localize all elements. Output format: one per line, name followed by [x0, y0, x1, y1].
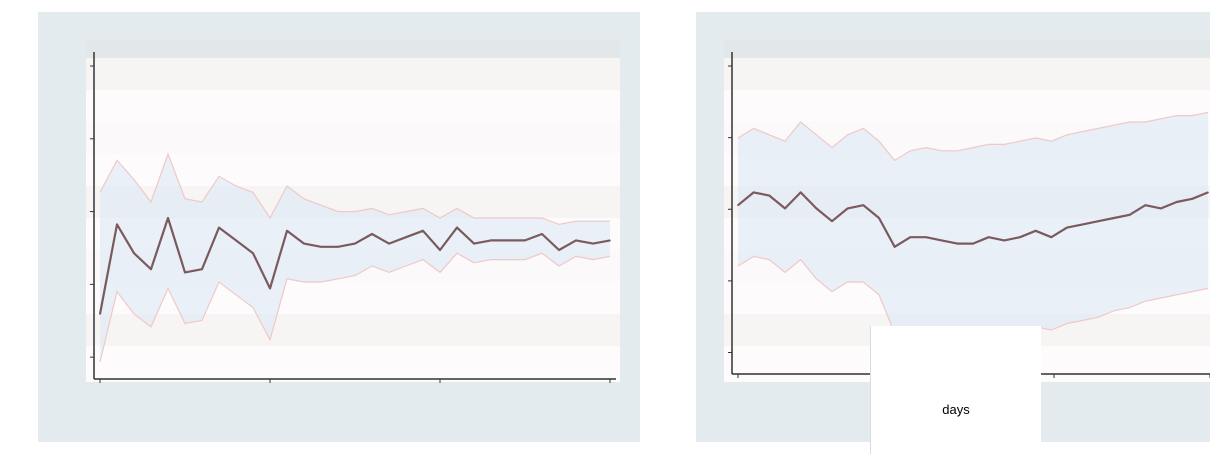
data-point [337, 246, 339, 248]
data-point [133, 252, 135, 254]
data-point [1144, 204, 1147, 206]
data-point [269, 287, 271, 290]
data-point [1207, 191, 1209, 194]
data-point [1081, 223, 1084, 226]
x-axis-label-box: days [870, 326, 1041, 454]
data-point [831, 220, 833, 222]
data-point [925, 236, 927, 238]
data-point [1175, 201, 1178, 203]
data-point [609, 239, 611, 242]
data-point [752, 191, 755, 194]
grid-band [86, 58, 620, 90]
x-axis-label: days [942, 402, 970, 417]
data-point [1050, 236, 1053, 238]
data-point [878, 217, 880, 219]
lower-bound-line [99, 252, 611, 363]
data-point [1003, 239, 1006, 242]
data-point [1097, 220, 1100, 222]
data-point [490, 239, 492, 242]
data-point [592, 242, 594, 245]
data-point [1128, 214, 1131, 216]
data-point [737, 204, 739, 206]
data-point [405, 236, 407, 238]
grid-band [86, 122, 620, 154]
data-point [972, 242, 974, 245]
data-point [524, 239, 526, 242]
grid-band [86, 314, 620, 346]
confidence-band [738, 112, 1208, 337]
data-point [940, 239, 943, 242]
data-point [987, 236, 990, 238]
data-point [473, 242, 475, 245]
data-point [909, 236, 912, 238]
upper-bound-line [737, 111, 1209, 162]
data-point [320, 246, 322, 248]
data-point [354, 242, 356, 245]
data-point [784, 207, 786, 210]
data-point [218, 226, 220, 229]
data-point [252, 252, 254, 254]
data-point [167, 217, 169, 219]
data-point [575, 239, 577, 242]
data-point [303, 242, 305, 245]
data-point [1034, 230, 1037, 232]
data-point [1113, 217, 1115, 219]
data-point [150, 268, 152, 271]
data-point [388, 242, 390, 245]
plot-header-strip [86, 40, 620, 58]
data-point [862, 204, 865, 206]
data-point [1066, 226, 1068, 229]
data-point [956, 242, 959, 245]
data-point [184, 271, 186, 274]
data-point [439, 249, 441, 251]
data-point [846, 207, 849, 210]
data-point [507, 239, 509, 242]
data-point [768, 194, 771, 197]
data-point [893, 246, 896, 248]
data-point [541, 233, 543, 235]
line-chart-left [86, 40, 620, 383]
data-point [815, 207, 818, 210]
data-point [99, 313, 101, 315]
data-point [286, 230, 288, 232]
confidence-band [100, 154, 610, 362]
data-point [799, 191, 802, 194]
data-point [201, 268, 203, 271]
data-point [116, 223, 118, 226]
grid-band [724, 58, 1210, 90]
data-point [456, 226, 458, 229]
data-point [235, 239, 237, 242]
plot-header-strip [724, 40, 1210, 58]
data-point [422, 230, 424, 232]
chart-panel-left [38, 12, 640, 442]
upper-bound-line [99, 152, 610, 226]
data-point [1019, 236, 1021, 238]
data-point [558, 249, 560, 251]
data-point [371, 233, 373, 235]
data-point [1160, 207, 1162, 210]
data-point [1191, 198, 1194, 200]
